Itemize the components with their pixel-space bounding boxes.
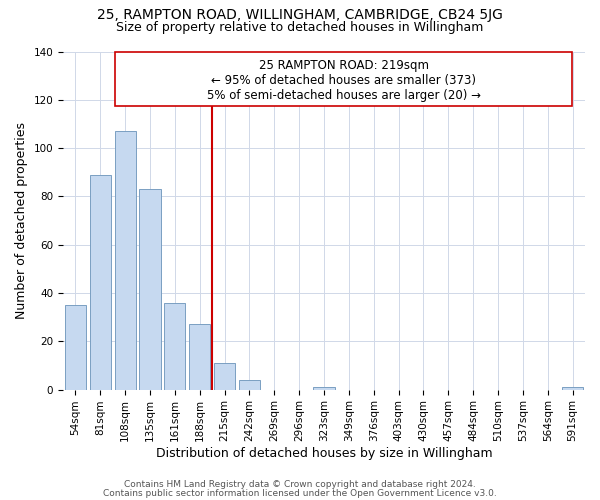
Bar — [115, 131, 136, 390]
Bar — [65, 305, 86, 390]
Bar — [214, 363, 235, 390]
Bar — [189, 324, 210, 390]
X-axis label: Distribution of detached houses by size in Willingham: Distribution of detached houses by size … — [156, 447, 493, 460]
Bar — [90, 174, 111, 390]
Text: Contains public sector information licensed under the Open Government Licence v3: Contains public sector information licen… — [103, 489, 497, 498]
Text: 5% of semi-detached houses are larger (20) →: 5% of semi-detached houses are larger (2… — [206, 90, 481, 102]
Y-axis label: Number of detached properties: Number of detached properties — [15, 122, 28, 319]
Text: Contains HM Land Registry data © Crown copyright and database right 2024.: Contains HM Land Registry data © Crown c… — [124, 480, 476, 489]
Text: 25 RAMPTON ROAD: 219sqm: 25 RAMPTON ROAD: 219sqm — [259, 58, 428, 71]
Bar — [239, 380, 260, 390]
Text: Size of property relative to detached houses in Willingham: Size of property relative to detached ho… — [116, 21, 484, 34]
Text: 25, RAMPTON ROAD, WILLINGHAM, CAMBRIDGE, CB24 5JG: 25, RAMPTON ROAD, WILLINGHAM, CAMBRIDGE,… — [97, 8, 503, 22]
FancyBboxPatch shape — [115, 52, 572, 106]
Bar — [562, 387, 583, 390]
Bar — [313, 387, 335, 390]
Bar — [164, 302, 185, 390]
Bar — [139, 189, 161, 390]
Text: ← 95% of detached houses are smaller (373): ← 95% of detached houses are smaller (37… — [211, 74, 476, 87]
